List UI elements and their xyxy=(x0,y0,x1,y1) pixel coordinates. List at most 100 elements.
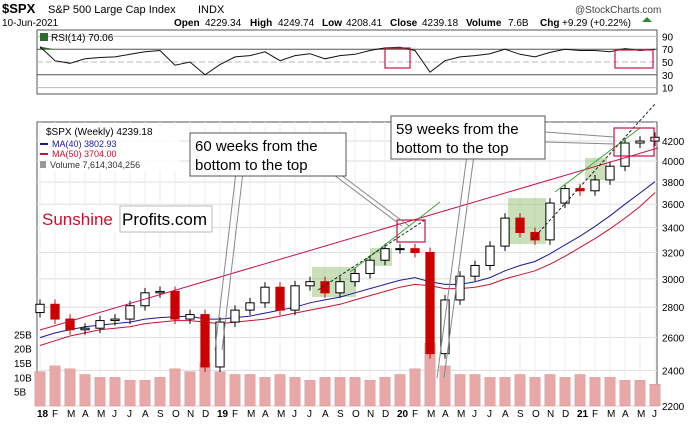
volume-bar xyxy=(79,374,91,407)
price-candle xyxy=(335,276,345,298)
price-candle xyxy=(80,323,90,335)
rsi-label: RSI(14) 70.06 xyxy=(51,33,114,44)
legend-volume-swatch xyxy=(40,161,46,168)
price-candle xyxy=(545,198,555,245)
time-tick-label: M xyxy=(457,409,465,420)
brand-profits: Profits.com xyxy=(122,210,207,229)
price-candle xyxy=(440,295,450,359)
price-candles xyxy=(35,132,660,372)
time-tick-label: A xyxy=(622,409,629,420)
price-candle xyxy=(500,213,510,252)
annotation-1-line2: bottom to the top xyxy=(195,157,308,174)
chg-label: Chg xyxy=(540,18,559,29)
volume-value: 7.6B xyxy=(508,18,529,29)
price-candle xyxy=(95,315,105,334)
rsi-grid xyxy=(37,35,657,89)
price-tick-label: 4200 xyxy=(662,137,685,148)
annotation-box-2 xyxy=(390,115,546,160)
time-tick-label: O xyxy=(352,409,360,420)
time-tick-label: O xyxy=(172,409,180,420)
volume-bar xyxy=(94,377,106,407)
volume-bar xyxy=(379,377,391,407)
rsi-legend-swatch xyxy=(40,33,48,41)
price-candle xyxy=(515,213,525,238)
time-tick-label: 20 xyxy=(397,409,409,420)
volume-bar xyxy=(64,368,76,407)
time-tick-label: F xyxy=(592,409,598,420)
time-tick-label: J xyxy=(292,409,297,420)
volume-bar xyxy=(229,374,241,407)
time-tick-label: N xyxy=(187,409,194,420)
price-tick-label: 4000 xyxy=(662,157,685,168)
price-candle xyxy=(65,314,75,335)
legend-bg xyxy=(40,126,180,172)
legend-series: $SPX (Weekly) 4239.18 xyxy=(46,127,153,138)
legend-ma50: MA(50) 3704.00 xyxy=(52,149,117,159)
volume-bar xyxy=(409,368,421,407)
volume-bar xyxy=(109,377,121,407)
price-tick-label: 3800 xyxy=(662,178,685,189)
volume-tick-label: 15B xyxy=(14,359,32,370)
time-tick-label: J xyxy=(652,409,657,420)
price-tick-label: 2200 xyxy=(662,402,685,413)
price-candle xyxy=(155,286,165,298)
price-candle xyxy=(245,297,255,316)
date-label: 10-Jun-2021 xyxy=(2,18,59,29)
open-value: 4229.34 xyxy=(205,18,242,29)
volume-tick-label: 10B xyxy=(14,373,32,384)
dashed-line-2 xyxy=(531,103,656,241)
annotation-2-line1: 59 weeks from the xyxy=(396,121,519,138)
price-axis: 2200 2400 2600 2800 3000 3200 3400 3600 3800 4000… xyxy=(662,137,685,413)
time-tick-label: F xyxy=(232,409,238,420)
volume-bar xyxy=(34,371,46,407)
volume-bar xyxy=(499,377,511,407)
annotation-box-1 xyxy=(189,132,347,177)
volume-bar xyxy=(49,365,61,407)
volume-bar xyxy=(214,371,226,407)
volume-bar xyxy=(244,374,256,407)
volume-bar xyxy=(574,374,586,407)
volume-bar xyxy=(394,374,406,407)
consolidation-box-2020 xyxy=(508,198,546,244)
volume-bar xyxy=(304,380,316,407)
annotation-2-line2: bottom to the top xyxy=(396,140,509,157)
time-tick-label: F xyxy=(52,409,58,420)
price-candle xyxy=(455,271,465,305)
callout-lines xyxy=(214,131,615,379)
price-candle xyxy=(290,280,300,316)
volume-bar xyxy=(649,384,661,407)
price-candle xyxy=(560,183,570,209)
price-candle xyxy=(275,282,285,316)
price-candle xyxy=(125,300,135,325)
volume-bar xyxy=(349,377,361,407)
price-candle xyxy=(620,138,630,172)
exchange-label: INDX xyxy=(198,4,225,16)
time-tick-label: S xyxy=(517,409,524,420)
top-highlight-2020 xyxy=(396,219,426,243)
time-tick-label: 19 xyxy=(217,409,229,420)
price-candle xyxy=(380,243,390,266)
dashed-line-1 xyxy=(317,219,426,291)
brand-bg-left xyxy=(40,206,122,232)
price-candle xyxy=(470,260,480,282)
trend-line-green-1 xyxy=(349,201,441,273)
time-tick-label: A xyxy=(262,409,269,420)
volume-bar xyxy=(139,380,151,407)
price-candle xyxy=(590,175,600,196)
volume-bar xyxy=(334,377,346,407)
time-tick-label: A xyxy=(82,409,89,420)
time-tick-label: J xyxy=(487,409,492,420)
rsi-line xyxy=(39,46,656,76)
volume-tick-label: 20B xyxy=(14,345,32,356)
volume-bar xyxy=(469,374,481,407)
volume-bar xyxy=(514,374,526,407)
time-tick-label: M xyxy=(97,409,105,420)
index-name: S&P 500 Large Cap Index xyxy=(48,4,176,16)
brand-bg-right xyxy=(119,205,213,233)
chg-value: +9.29 (+0.22%) xyxy=(562,18,631,29)
rsi-highlight-2021 xyxy=(614,49,654,69)
rsi-tick-label: 50 xyxy=(662,58,674,69)
time-tick-label: M xyxy=(637,409,645,420)
time-tick-label: D xyxy=(202,409,209,420)
price-tick-label: 2800 xyxy=(662,303,685,314)
